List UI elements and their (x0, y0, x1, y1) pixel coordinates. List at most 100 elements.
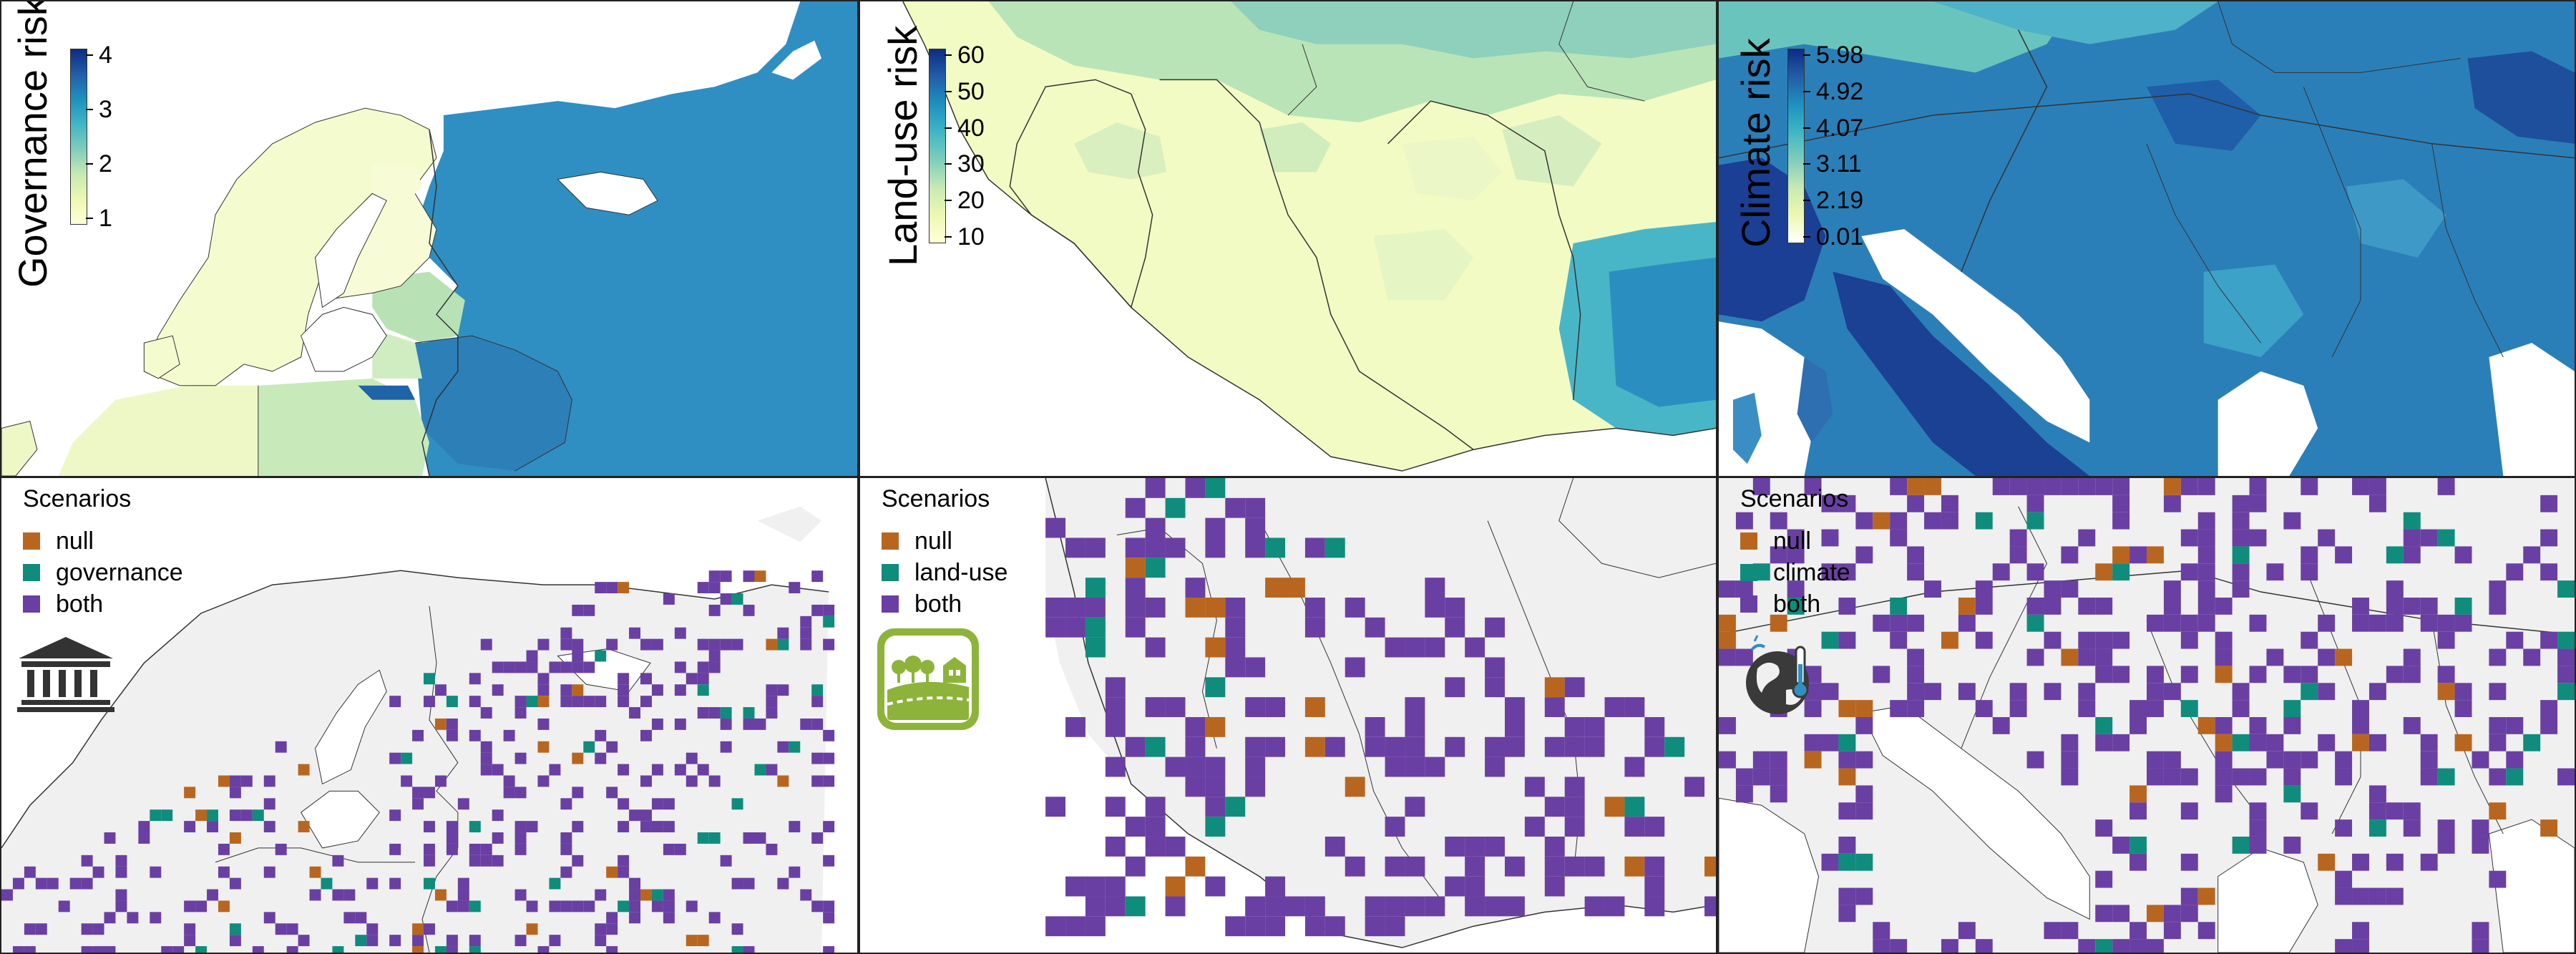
scenario-cell (1304, 697, 1325, 717)
scenario-cell (1504, 697, 1525, 717)
scenario-cell (2403, 512, 2421, 530)
scenario-cell (1855, 716, 1873, 734)
scenario-cell (2472, 922, 2489, 940)
scenario-cell (2403, 716, 2421, 734)
scenario-cell (298, 764, 310, 776)
scenario-cell (697, 935, 709, 947)
scenario-cell (2095, 478, 2113, 495)
scenario-cell (2078, 597, 2096, 615)
scenario-cell (640, 889, 652, 901)
scenario-cell (1245, 916, 1266, 937)
scenario-cell (115, 866, 127, 878)
scenario-cell (651, 638, 663, 651)
scenario-cell (2095, 666, 2113, 683)
scenario-cell (2112, 512, 2130, 530)
scenario-cell (332, 946, 344, 953)
scenario-cell (1838, 887, 1856, 905)
scenario-cell (1890, 478, 1908, 495)
scenario-cell (572, 752, 584, 764)
scenario-cell (2180, 802, 2198, 820)
scenario-cell (1821, 563, 1839, 581)
scenario-cell (12, 877, 24, 890)
scenario-cell (1584, 736, 1605, 757)
scenario-cell (446, 832, 458, 844)
scenario-cell (2078, 478, 2096, 495)
scenario-cell (366, 923, 379, 935)
scenario-cell (1907, 683, 1925, 701)
scenario-cell (2437, 768, 2455, 786)
scenario-cell (1345, 597, 1365, 618)
scenario-cell (1544, 856, 1565, 877)
scenario-cell (651, 798, 663, 810)
legend-item-climate: climate (1740, 557, 1850, 588)
scenario-cell (286, 923, 298, 935)
scenario-cell (811, 775, 824, 787)
scenario-cell (104, 912, 116, 924)
scenario-cell (2335, 870, 2353, 888)
climate-scenario-map-canvas (1719, 478, 2575, 953)
scenario-cell (1524, 817, 1545, 837)
scenario-cell (2129, 546, 2147, 564)
scenario-cell (2283, 785, 2301, 803)
scenario-cell (240, 775, 253, 787)
scenario-cell (229, 935, 241, 947)
scenario-cell (2489, 734, 2507, 751)
scenario-cell (2026, 563, 2044, 581)
scenario-cell (2232, 700, 2250, 717)
land-use-risk-map-canvas (860, 1, 1716, 476)
scenario-cell (1065, 876, 1085, 897)
scenario-cell (1304, 617, 1325, 638)
scenario-cell (2386, 853, 2404, 871)
scenario-cell (412, 729, 424, 741)
scenario-cell (743, 707, 755, 719)
scenario-cell (2335, 819, 2353, 837)
colorbar-tick-mark (1803, 127, 1810, 129)
scenario-cell (560, 798, 572, 810)
scenario-cell (549, 900, 561, 912)
scenario-cell (1890, 529, 1908, 547)
scenario-cell (1504, 896, 1525, 917)
scenario-cell (424, 787, 435, 799)
scenario-cell (2095, 905, 2113, 923)
scenario-cell (1941, 512, 1958, 530)
scenario-cell (1145, 637, 1166, 658)
scenario-cell (800, 889, 812, 901)
scenario-cell (2112, 546, 2130, 564)
scenario-cell (514, 935, 527, 947)
scenario-cell (1838, 631, 1856, 649)
scenario-cell (1185, 856, 1206, 877)
scenario-cell (2352, 716, 2369, 734)
colorbar-tick-mark (86, 54, 93, 56)
scenario-cell (514, 661, 527, 673)
scenario-cell (2129, 939, 2147, 953)
scenario-cell (1385, 916, 1405, 937)
scenario-cell (2318, 853, 2336, 871)
scenario-cell (618, 684, 630, 696)
scenario-cell (720, 638, 732, 651)
scenario-cell (1405, 896, 1425, 917)
scenario-cell (2283, 666, 2301, 683)
scenario-cell (526, 821, 538, 833)
scenario-cell (2197, 580, 2215, 598)
scenario-cell (1719, 716, 1736, 734)
scenario-cell (1085, 916, 1106, 937)
scenario-cell (640, 729, 652, 741)
scenario-cell (823, 900, 835, 912)
scenario-cell (2489, 597, 2507, 615)
scenario-cell (2026, 512, 2044, 530)
scenario-cell (1145, 836, 1166, 857)
scenario-cell (1105, 896, 1126, 917)
scenario-cell (1304, 736, 1325, 757)
scenario-cell (629, 900, 641, 912)
scenario-cell (583, 900, 595, 912)
scenario-cell (2215, 751, 2233, 769)
scenario-cell (2215, 666, 2233, 683)
scenario-cell (2301, 546, 2318, 564)
scenario-cell (1085, 537, 1106, 558)
scenario-cell (1445, 736, 1465, 757)
scenario-cell (1770, 751, 1787, 769)
scenario-cell (1564, 736, 1585, 757)
scenario-cell (1735, 785, 1753, 803)
scenario-cell (686, 752, 698, 764)
scenario-cell (731, 638, 743, 651)
